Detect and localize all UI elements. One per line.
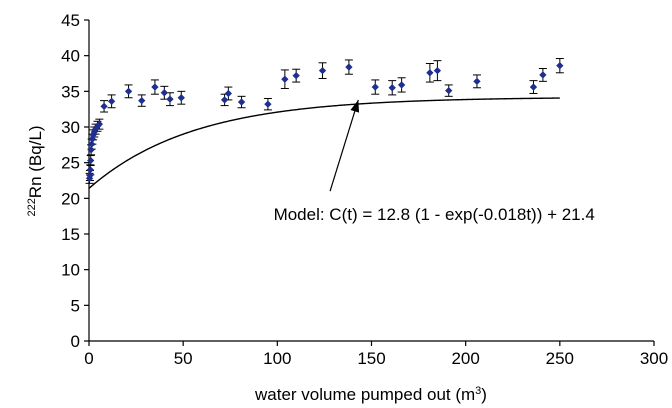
data-point [281, 75, 289, 83]
data-point [86, 171, 94, 180]
data-points [85, 61, 564, 183]
y-tick-label: 0 [71, 332, 80, 351]
annotation-text: Model: C(t) = 12.8 (1 - exp(-0.018t)) + … [274, 205, 595, 224]
y-tick-label: 20 [61, 189, 80, 208]
data-point [160, 89, 169, 97]
error-bars [85, 58, 564, 184]
x-tick-label: 100 [263, 349, 291, 368]
model-curve [88, 97, 560, 189]
data-point [345, 63, 353, 71]
data-point [124, 87, 133, 96]
data-point [292, 71, 300, 80]
data-point [86, 166, 95, 174]
data-point [95, 120, 104, 128]
data-point [177, 93, 186, 102]
x-ticks: 0 50 100 150 200 250 300 [84, 341, 668, 368]
data-point [137, 96, 146, 105]
x-tick-label: 150 [357, 349, 385, 368]
data-point [224, 89, 233, 98]
annotation: Model: C(t) = 12.8 (1 - exp(-0.018t)) + … [274, 99, 595, 224]
data-point [371, 83, 380, 91]
data-point [539, 71, 547, 79]
y-ticks: 0 5 10 15 20 25 30 35 40 45 [61, 11, 89, 351]
data-point [87, 140, 96, 148]
data-point [444, 86, 453, 95]
data-point [318, 66, 327, 75]
data-point [220, 96, 229, 104]
data-point [556, 61, 564, 70]
data-point [529, 83, 538, 91]
data-point [166, 95, 174, 103]
data-point [264, 100, 272, 108]
data-point [86, 156, 95, 165]
model-line [88, 97, 560, 189]
y-tick-label: 5 [71, 296, 80, 315]
data-point [100, 102, 108, 111]
axes [88, 20, 654, 342]
x-tick-label: 300 [640, 349, 668, 368]
annotation-arrow-line [329, 99, 359, 192]
y-tick-label: 35 [61, 82, 80, 101]
x-tick-label: 250 [546, 349, 574, 368]
annotation-arrow-head [350, 99, 360, 113]
data-point [426, 69, 434, 77]
x-tick-label: 200 [451, 349, 479, 368]
y-tick-label: 25 [61, 154, 80, 173]
x-axis-label: water volume pumped out (m3) [254, 385, 487, 404]
data-point [87, 146, 95, 154]
y-tick-label: 40 [61, 47, 80, 66]
data-point [433, 66, 442, 75]
data-point [397, 81, 406, 89]
data-point [388, 84, 396, 92]
y-tick-label: 30 [61, 118, 80, 137]
y-tick-label: 10 [61, 261, 80, 280]
x-tick-label: 50 [174, 349, 193, 368]
data-point [107, 97, 116, 106]
data-point [151, 83, 159, 91]
y-tick-label: 15 [61, 225, 80, 244]
y-tick-label: 45 [61, 11, 80, 30]
data-point [237, 98, 246, 106]
y-axis-label: 222Rn (Bq/L) [26, 125, 45, 216]
x-tick-label: 0 [84, 349, 93, 368]
data-point [473, 77, 481, 86]
